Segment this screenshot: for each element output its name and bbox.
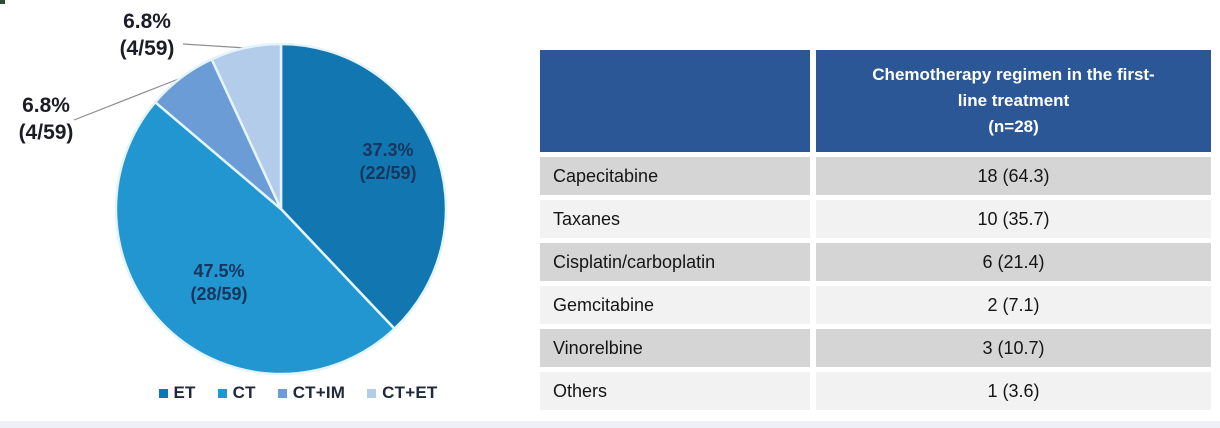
- pie-label-frac: (4/59): [119, 37, 175, 60]
- pie-inside-label-ct: 47.5% (28/59): [149, 260, 289, 306]
- table-cell-value: 2 (7.1): [816, 286, 1211, 324]
- legend-label: CT+IM: [292, 383, 346, 402]
- leader-line-ct-im: [73, 77, 182, 121]
- corner-artifact: [0, 0, 5, 4]
- table-header-chemo: Chemotherapy regimen in the first- line …: [816, 50, 1211, 152]
- table-cell-regimen: Others: [540, 372, 810, 410]
- pie-label-frac: (4/59): [18, 121, 74, 144]
- pie-label-frac: (22/59): [359, 163, 417, 183]
- table-cell-regimen: Taxanes: [540, 200, 810, 238]
- table-header-line: (n=28): [988, 117, 1039, 136]
- table-header-line: Chemotherapy regimen in the first-: [872, 65, 1155, 84]
- table-cell-regimen: Capecitabine: [540, 157, 810, 195]
- legend-item-ct: CT: [217, 383, 256, 403]
- pie-slice-ct: [114, 100, 396, 376]
- leader-line-ct-et: [182, 43, 247, 49]
- legend-swatch-et-icon: [158, 388, 168, 398]
- pie-inside-label-et: 37.3% (22/59): [318, 139, 458, 185]
- pie-label-frac: (28/59): [190, 284, 248, 304]
- legend-label: CT: [232, 383, 256, 402]
- pie-label-pct: 37.3%: [362, 140, 414, 160]
- table-cell-value: 18 (64.3): [816, 157, 1211, 195]
- pie-chart: [73, 42, 448, 376]
- pie-slice-ct-et: [210, 42, 283, 211]
- legend-label: ET: [173, 383, 196, 402]
- table-header-empty: [540, 50, 810, 152]
- table-cell-regimen: Cisplatin/carboplatin: [540, 243, 810, 281]
- pie-slice-et: [279, 42, 448, 331]
- table-cell-value: 1 (3.6): [816, 372, 1211, 410]
- table-cell-value: 6 (21.4): [816, 243, 1211, 281]
- legend-item-ct-et: CT+ET: [367, 383, 437, 403]
- legend-item-et: ET: [158, 383, 196, 403]
- table-header-line: line treatment: [957, 91, 1070, 110]
- table-cell-value: 3 (10.7): [816, 329, 1211, 367]
- pie-legend: ET CT CT+IM CT+ET: [128, 383, 468, 403]
- legend-swatch-ct-im-icon: [277, 388, 287, 398]
- pie-label-pct: 6.8%: [22, 94, 70, 117]
- pie-chart-panel: 6.8% (4/59) 6.8% (4/59) 37.3% (22/59) 47…: [0, 0, 540, 428]
- legend-item-ct-im: CT+IM: [277, 383, 346, 403]
- table-cell-regimen: Gemcitabine: [540, 286, 810, 324]
- regimen-table: Chemotherapy regimen in the first- line …: [540, 50, 1211, 410]
- pie-outside-label-ct-et: 6.8% (4/59): [98, 8, 196, 62]
- bottom-strip: [0, 421, 1220, 428]
- legend-swatch-ct-icon: [217, 388, 227, 398]
- table-cell-regimen: Vinorelbine: [540, 329, 810, 367]
- legend-label: CT+ET: [382, 383, 438, 402]
- legend-swatch-ct-et-icon: [367, 388, 377, 398]
- pie-outside-label-ct-im: 6.8% (4/59): [0, 92, 92, 146]
- table-cell-value: 10 (35.7): [816, 200, 1211, 238]
- pie-label-pct: 47.5%: [193, 261, 245, 281]
- pie-label-pct: 6.8%: [123, 10, 171, 33]
